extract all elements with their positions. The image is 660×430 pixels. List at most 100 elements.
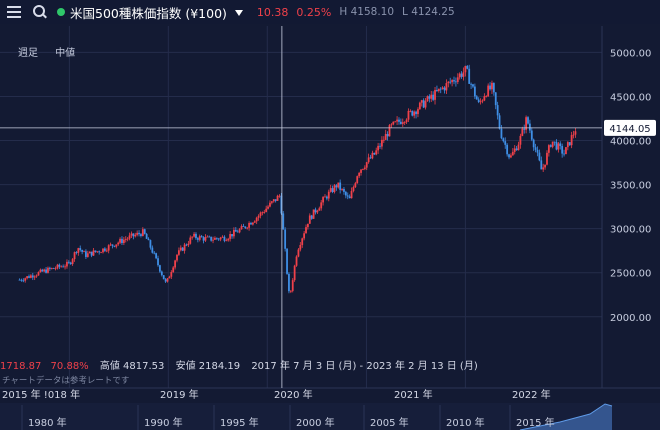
search-icon[interactable] — [33, 5, 47, 19]
candle-body — [363, 167, 366, 169]
candle-body — [572, 134, 575, 136]
candle-body — [29, 275, 32, 278]
chevron-down-icon[interactable] — [234, 10, 243, 16]
candle-body — [310, 215, 313, 219]
price-chart[interactable]: 5000.00 4500.00 4000.00 3500.00 3000.00 2500.… — [0, 24, 660, 430]
candle-body — [532, 139, 535, 148]
candle-body — [312, 209, 315, 219]
price-type-selector[interactable]: 中値 — [55, 48, 76, 59]
candle-body — [225, 240, 228, 242]
candle-body — [549, 145, 552, 147]
candle-body — [208, 236, 211, 238]
y-tick-label: 3000.00 — [610, 225, 651, 236]
candle-body — [202, 237, 205, 241]
candlestick-series — [18, 64, 577, 294]
candle-body — [434, 90, 436, 100]
candle-body — [31, 275, 34, 278]
range-low: 安値 2184.19 — [175, 361, 241, 372]
candle-body — [227, 238, 230, 241]
candle-body — [417, 109, 419, 115]
candle-body — [270, 201, 273, 203]
candle-body — [483, 96, 486, 101]
candle-body — [381, 139, 383, 147]
candle-body — [299, 244, 302, 250]
high-value: H 4158.10 — [339, 6, 395, 18]
candle-body — [111, 244, 114, 246]
candle-body — [409, 110, 412, 112]
candle-body — [274, 199, 277, 201]
candle-body — [233, 229, 235, 237]
candle-body — [234, 229, 237, 232]
candle-body — [521, 128, 524, 136]
candle-body — [492, 82, 495, 93]
candle-body — [401, 122, 404, 124]
candle-body — [464, 65, 467, 73]
candle-body — [149, 240, 152, 248]
candle-body — [39, 269, 42, 273]
candle-body — [388, 125, 391, 137]
candle-body — [553, 141, 556, 143]
candle-body — [204, 237, 207, 241]
candle-body — [172, 267, 175, 273]
time-navigator[interactable]: 1980 年 1990 年 1995 年 2000 年 2005 年 2010 年 2015… — [0, 403, 660, 430]
candle-body — [325, 196, 328, 199]
candle-body — [206, 236, 209, 238]
candle-body — [333, 185, 336, 193]
candle-body — [187, 243, 190, 246]
candle-body — [257, 215, 260, 218]
candle-body — [561, 146, 564, 154]
candle-body — [244, 226, 247, 228]
candle-body — [153, 252, 156, 254]
candle-body — [360, 169, 362, 173]
candle-body — [295, 256, 298, 266]
candle-body — [246, 227, 249, 229]
candle-body — [386, 133, 389, 137]
navigator-line — [519, 403, 613, 430]
candle-body — [399, 121, 402, 124]
candle-body — [424, 101, 427, 108]
candle-body — [62, 266, 65, 268]
candle-body — [170, 272, 173, 277]
x-tick-label: 2019 年 — [160, 388, 199, 401]
candle-body — [75, 252, 78, 254]
candle-body — [276, 195, 279, 201]
candle-body — [47, 267, 49, 273]
candle-body — [568, 142, 571, 146]
candle-body — [428, 96, 431, 99]
candle-body — [453, 80, 455, 82]
candle-body — [56, 264, 59, 269]
candle-body — [242, 226, 245, 227]
candle-body — [160, 271, 163, 276]
candle-body — [240, 226, 243, 230]
candle-body — [318, 208, 321, 211]
candle-body — [517, 144, 520, 151]
candle-body — [20, 279, 23, 281]
x-tick-label: 2015 年 !018 年 — [2, 388, 80, 401]
candle-body — [390, 124, 393, 126]
candle-body — [496, 105, 499, 116]
candle-body — [136, 232, 139, 235]
price-change: 10.38 — [256, 5, 289, 19]
range-dates: 2017 年 7 月 3 日 (月) - 2023 年 2 月 13 日 (月) — [251, 361, 478, 372]
instrument-title[interactable]: 米国500種株価指数 (¥100) — [70, 5, 227, 21]
candle-body — [407, 110, 410, 120]
candle-body — [215, 237, 218, 239]
candle-body — [86, 253, 89, 257]
candle-body — [166, 278, 169, 282]
candle-body — [90, 251, 93, 256]
period-selector[interactable]: 週足 — [18, 48, 38, 59]
range-stats: 1718.87 70.88% 高値 4817.53 安値 2184.19 201… — [0, 357, 478, 372]
menu-icon[interactable] — [7, 6, 21, 18]
candle-body — [426, 96, 429, 102]
candle-body — [109, 244, 112, 246]
candle-body — [477, 99, 480, 102]
candle-body — [430, 94, 433, 99]
candle-body — [396, 119, 398, 122]
candle-body — [88, 251, 91, 254]
candle-body — [195, 233, 197, 239]
candle-body — [52, 268, 55, 269]
candle-body — [529, 123, 531, 131]
candle-body — [468, 68, 471, 84]
candle-body — [92, 250, 95, 256]
candle-body — [420, 100, 423, 103]
